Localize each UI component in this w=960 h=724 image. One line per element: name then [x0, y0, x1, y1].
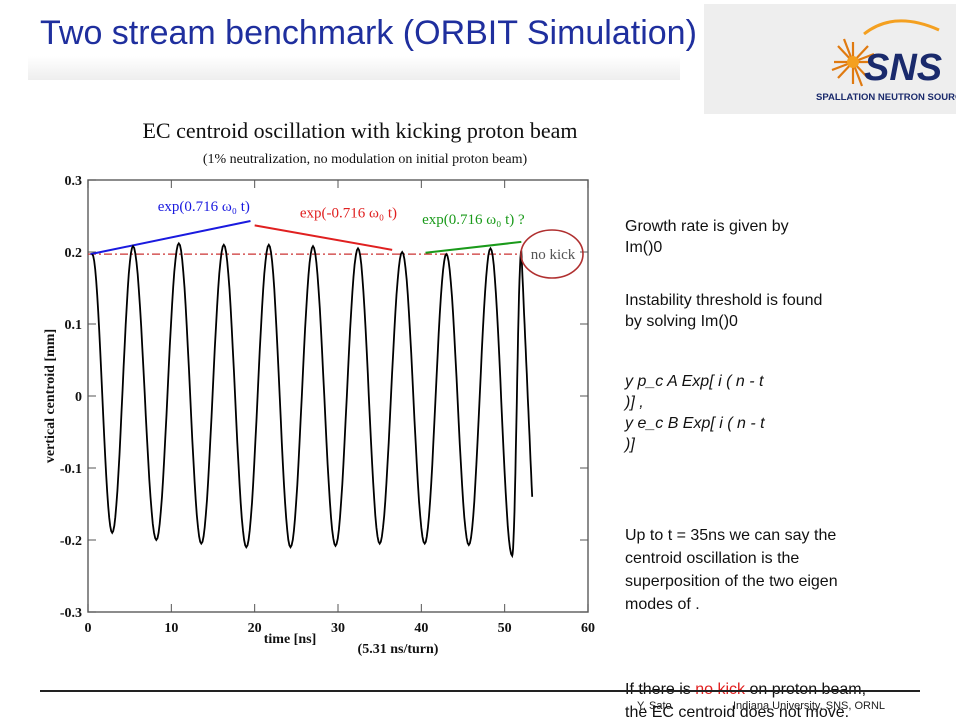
footer-affiliation: Indiana University, SNS, ORNL — [733, 700, 886, 712]
growth-rate-text: Growth rate is given by Im()0 — [625, 216, 955, 258]
y-tick-label: 0.1 — [65, 318, 83, 333]
eq2-line-a: y e_c B Exp[ i ( n - t — [625, 415, 765, 432]
x-axis-label: time [ns] — [264, 632, 317, 647]
fit-label: exp(0.716 ω₀ t) — [158, 199, 250, 215]
chart: EC centroid oscillation with kicking pro… — [43, 118, 595, 657]
no-kick-text: If there is no kick on proton beam, the … — [625, 678, 955, 724]
no-kick-highlight: no kick — [695, 681, 745, 698]
upto-line-3: superposition of the two eigen — [625, 573, 838, 590]
no-kick-line-2: the EC centroid does not move. — [625, 704, 850, 721]
eq1-line-a: y p_c A Exp[ i ( n - t — [625, 373, 764, 390]
logo-text: SNS — [864, 47, 942, 89]
x-tick-label: 50 — [498, 621, 512, 636]
fit-line — [254, 224, 393, 251]
growth-line-1: Growth rate is given by — [625, 218, 789, 235]
y-tick-label: 0.3 — [65, 174, 83, 189]
y-tick-label: -0.1 — [60, 462, 82, 477]
eq2-line-b: )] — [625, 436, 635, 453]
chart-title: EC centroid oscillation with kicking pro… — [142, 118, 577, 143]
growth-line-2: Im()0 — [625, 239, 663, 256]
x-tick-label: 20 — [248, 621, 262, 636]
y-tick-label: -0.3 — [60, 606, 82, 621]
fit-lines: exp(0.716 ω₀ t) exp(-0.716 ω₀ t) exp(0.716… — [90, 199, 525, 256]
fit-label: exp(0.716 ω₀ t) ? — [422, 212, 525, 228]
eq1-line-b: )] , — [625, 394, 644, 411]
upto-line-1: Up to t = 35ns we can say the — [625, 527, 837, 544]
no-kick-label: no kick — [531, 247, 576, 263]
no-kick-pre: If there is — [625, 681, 695, 698]
upto-line-2: centroid oscillation is the — [625, 550, 800, 567]
x-tick-label: 60 — [581, 621, 595, 636]
fit-line — [425, 240, 522, 254]
logo-subtext: SPALLATION NEUTRON SOURCE — [816, 92, 956, 103]
y-tick-label: 0 — [75, 390, 82, 405]
x-tick-label: 30 — [331, 621, 345, 636]
upto-text: Up to t = 35ns we can say the centroid o… — [625, 524, 955, 616]
sns-logo: SNS SPALLATION NEUTRON SOURCE — [704, 4, 960, 114]
footer-divider — [40, 690, 920, 692]
x-tick-label: 0 — [85, 621, 92, 636]
threshold-line-1: Instability threshold is found — [625, 292, 823, 309]
y-tick-label: 0.2 — [65, 246, 83, 261]
x-tick-label: 40 — [414, 621, 428, 636]
y-tick-label: -0.2 — [60, 534, 82, 549]
no-kick-circle — [520, 229, 584, 279]
no-kick-post: on proton beam, — [745, 681, 866, 698]
threshold-text: Instability threshold is found by solvin… — [625, 290, 955, 332]
upto-line-4: modes of . — [625, 596, 700, 613]
series-line — [91, 241, 534, 559]
fit-label: exp(-0.716 ω₀ t) — [300, 205, 397, 221]
x-axis-note: (5.31 ns/turn) — [358, 642, 439, 657]
equation-text: y p_c A Exp[ i ( n - t )] , y e_c B Exp[… — [625, 371, 955, 455]
y-axis-label: vertical centroid [mm] — [43, 329, 58, 463]
threshold-line-2: by solving Im()0 — [625, 313, 738, 330]
axes: 0 10 20 30 40 50 60 0.3 0.2 0.1 0 -0.1 -0.2 -0.3 — [60, 174, 595, 636]
chart-subtitle: (1% neutralization, no modulation on ini… — [203, 152, 528, 167]
slide-title: Two stream benchmark (ORBIT Simulation) — [40, 14, 697, 52]
title-rule — [28, 56, 680, 80]
footer-author: Y. Sato — [637, 700, 672, 712]
x-tick-label: 10 — [164, 621, 178, 636]
fit-line — [90, 220, 251, 256]
